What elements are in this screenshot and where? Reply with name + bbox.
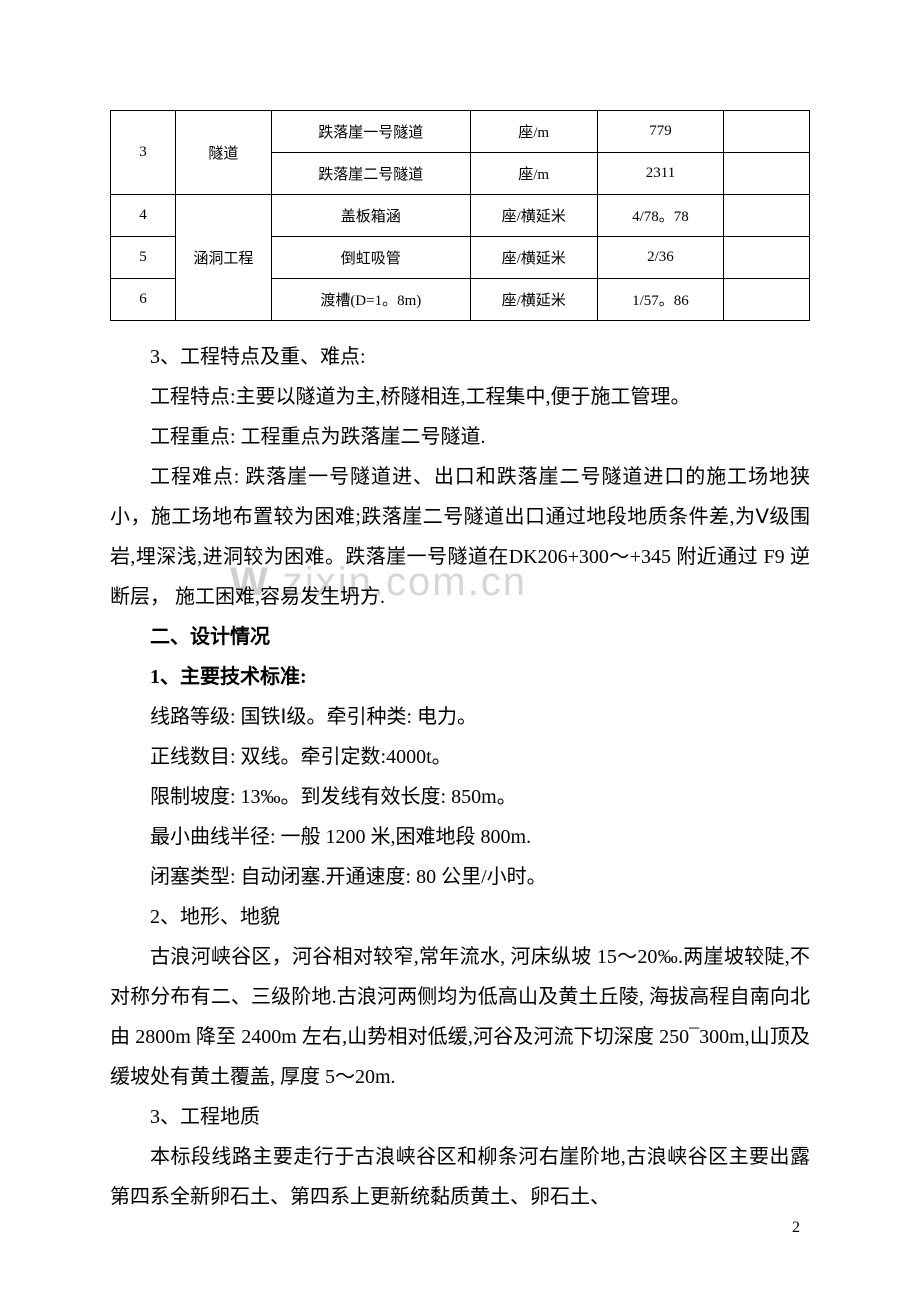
paragraph: 限制坡度: 13‰。到发线有效长度: 850m。 [110,777,810,817]
cell-unit: 座/m [470,111,597,153]
paragraph: 正线数目: 双线。牵引定数:4000t。 [110,737,810,777]
document-body: 3、工程特点及重、难点: 工程特点:主要以隧道为主,桥隧相连,工程集中,便于施工… [110,337,810,1217]
paragraph: 2、地形、地貌 [110,897,810,937]
paragraph: 古浪河峡谷区，河谷相对较窄,常年流水, 河床纵坡 15～20‰.两崖坡较陡,不对… [110,937,810,1097]
table-row: 3 隧道 跌落崖一号隧道 座/m 779 [111,111,810,153]
cell-cat: 隧道 [175,111,271,195]
cell-cat: 涵洞工程 [175,195,271,321]
cell-unit: 座/横延米 [470,279,597,321]
cell-value: 4/78。78 [597,195,724,237]
cell-remark [724,111,810,153]
project-table: 3 隧道 跌落崖一号隧道 座/m 779 跌落崖二号隧道 座/m 2311 4 … [110,110,810,321]
paragraph: 3、工程地质 [110,1097,810,1137]
paragraph: 本标段线路主要走行于古浪峡谷区和柳条河右崖阶地,古浪峡谷区主要出露第四系全新卵石… [110,1137,810,1217]
cell-remark [724,237,810,279]
paragraph: 工程重点: 工程重点为跌落崖二号隧道. [110,417,810,457]
cell-seq: 3 [111,111,176,195]
cell-name: 跌落崖二号隧道 [271,153,470,195]
paragraph: 线路等级: 国铁Ⅰ级。牵引种类: 电力。 [110,697,810,737]
cell-remark [724,153,810,195]
subsection-heading: 1、主要技术标准: [110,657,810,697]
cell-remark [724,195,810,237]
cell-value: 2311 [597,153,724,195]
paragraph: 闭塞类型: 自动闭塞.开通速度: 80 公里/小时。 [110,857,810,897]
cell-seq: 6 [111,279,176,321]
paragraph: 工程难点: 跌落崖一号隧道进、出口和跌落崖二号隧道进口的施工场地狭小，施工场地布… [110,457,810,617]
cell-seq: 5 [111,237,176,279]
cell-value: 1/57。86 [597,279,724,321]
cell-unit: 座/横延米 [470,195,597,237]
cell-unit: 座/横延米 [470,237,597,279]
cell-value: 779 [597,111,724,153]
paragraph: 3、工程特点及重、难点: [110,337,810,377]
cell-name: 渡槽(D=1。8m) [271,279,470,321]
cell-seq: 4 [111,195,176,237]
cell-name: 倒虹吸管 [271,237,470,279]
cell-name: 跌落崖一号隧道 [271,111,470,153]
paragraph: 工程特点:主要以隧道为主,桥隧相连,工程集中,便于施工管理。 [110,377,810,417]
section-heading: 二、设计情况 [110,617,810,657]
cell-name: 盖板箱涵 [271,195,470,237]
page-number: 2 [792,1219,800,1237]
cell-value: 2/36 [597,237,724,279]
cell-unit: 座/m [470,153,597,195]
paragraph: 最小曲线半径: 一般 1200 米,困难地段 800m. [110,817,810,857]
cell-remark [724,279,810,321]
table-row: 4 涵洞工程 盖板箱涵 座/横延米 4/78。78 [111,195,810,237]
